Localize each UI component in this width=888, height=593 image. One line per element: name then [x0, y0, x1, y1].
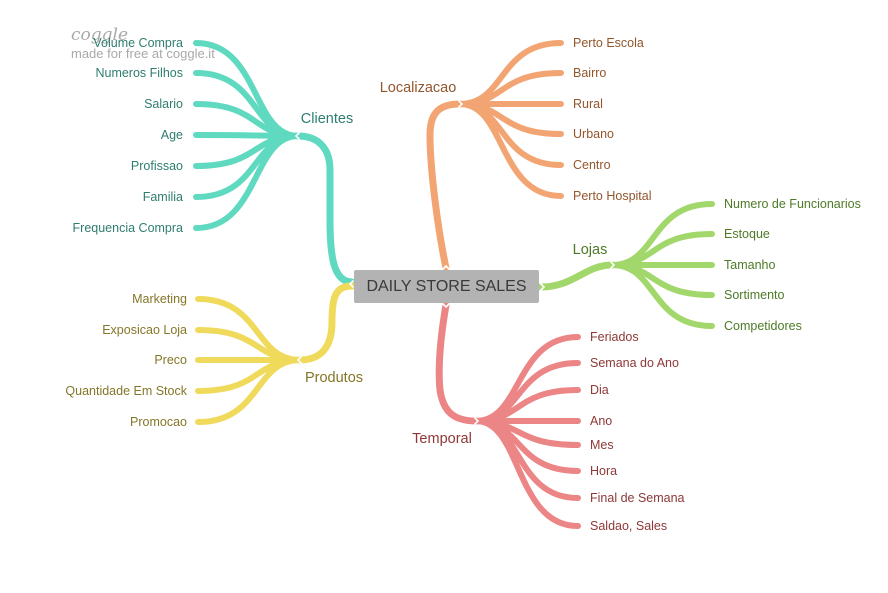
temporal-leaf-node[interactable]: Dia — [590, 382, 609, 397]
temporal-leaf-node[interactable]: Ano — [590, 413, 613, 428]
watermark-tagline: made for free at coggle.it — [71, 46, 215, 61]
central-topic-label: DAILY STORE SALES — [366, 277, 527, 295]
localizacao-trunk-connector — [426, 100, 464, 272]
produtos-leaf-connector — [195, 357, 303, 425]
temporal-branch-node[interactable]: Temporal — [412, 430, 472, 447]
localizacao-leaf-node[interactable]: Bairro — [573, 65, 607, 80]
collapse-chevron-icon[interactable] — [348, 279, 355, 289]
coggle-watermark: coggle made for free at coggle.it — [71, 25, 215, 61]
lojas-branch-node[interactable]: Lojas — [572, 241, 608, 258]
collapse-chevron-icon[interactable] — [296, 355, 303, 365]
lojas-trunk-connector — [537, 261, 616, 291]
localizacao-leaf-node[interactable]: Rural — [573, 96, 603, 111]
temporal-trunk-connector — [435, 301, 480, 425]
temporal-leaf-node[interactable]: Mes — [590, 437, 614, 452]
lojas-leaf-node[interactable]: Sortimento — [724, 287, 785, 302]
localizacao-leaf-node[interactable]: Perto Hospital — [573, 188, 652, 203]
produtos-trunk-connector — [296, 282, 356, 364]
clientes-leaf-connector — [193, 133, 301, 231]
produtos-branch-node[interactable]: Produtos — [304, 369, 364, 386]
collapse-chevron-icon[interactable] — [539, 282, 546, 292]
clientes-leaf-node[interactable]: Familia — [142, 189, 183, 204]
produtos-leaf-node[interactable]: Promocao — [130, 414, 187, 429]
central-topic[interactable]: DAILY STORE SALES — [354, 270, 539, 303]
collapse-chevron-icon[interactable] — [294, 131, 301, 141]
collapse-chevron-icon[interactable] — [473, 416, 480, 426]
clientes-leaf-node[interactable]: Profissao — [130, 158, 183, 173]
temporal-leaf-connector — [473, 418, 581, 529]
lojas-leaf-node[interactable]: Tamanho — [724, 257, 776, 272]
clientes-leaf-node[interactable]: Frequencia Compra — [72, 220, 183, 235]
temporal-leaf-node[interactable]: Feriados — [590, 329, 639, 344]
lojas-leaf-connector — [609, 262, 715, 329]
lojas-leaf-node[interactable]: Estoque — [724, 226, 770, 241]
temporal-leaf-node[interactable]: Final de Semana — [590, 490, 685, 505]
localizacao-leaf-node[interactable]: Perto Escola — [573, 35, 644, 50]
clientes-leaf-node[interactable]: Salario — [144, 96, 183, 111]
coggle-logo: coggle — [71, 25, 129, 45]
localizacao-branch-node[interactable]: Localizacao — [379, 79, 457, 96]
clientes-branch-node[interactable]: Clientes — [300, 110, 354, 127]
collapse-chevron-icon[interactable] — [457, 99, 464, 109]
produtos-leaf-node[interactable]: Quantidade Em Stock — [65, 383, 187, 398]
localizacao-leaf-node[interactable]: Urbano — [573, 126, 614, 141]
collapse-chevron-icon[interactable] — [441, 302, 451, 309]
collapse-chevron-icon[interactable] — [609, 260, 616, 270]
localizacao-leaf-node[interactable]: Centro — [573, 157, 611, 172]
produtos-leaf-node[interactable]: Marketing — [132, 291, 187, 306]
temporal-leaf-connector — [473, 334, 581, 424]
temporal-leaf-node[interactable]: Saldao, Sales — [590, 518, 668, 533]
produtos-leaf-node[interactable]: Preco — [154, 352, 187, 367]
temporal-leaf-node[interactable]: Hora — [590, 463, 618, 478]
collapse-chevron-icon[interactable] — [441, 264, 451, 271]
clientes-leaf-node[interactable]: Numeros Filhos — [95, 65, 183, 80]
localizacao-leaf-connector — [457, 101, 564, 199]
clientes-leaf-node[interactable]: Volume Compra — [93, 35, 183, 50]
temporal-leaf-node[interactable]: Semana do Ano — [590, 355, 679, 370]
lojas-leaf-node[interactable]: Competidores — [724, 318, 802, 333]
produtos-leaf-node[interactable]: Exposicao Loja — [102, 322, 187, 337]
clientes-trunk-connector — [294, 132, 356, 286]
lojas-leaf-node[interactable]: Numero de Funcionarios — [724, 196, 861, 211]
clientes-leaf-node[interactable]: Age — [160, 127, 183, 142]
